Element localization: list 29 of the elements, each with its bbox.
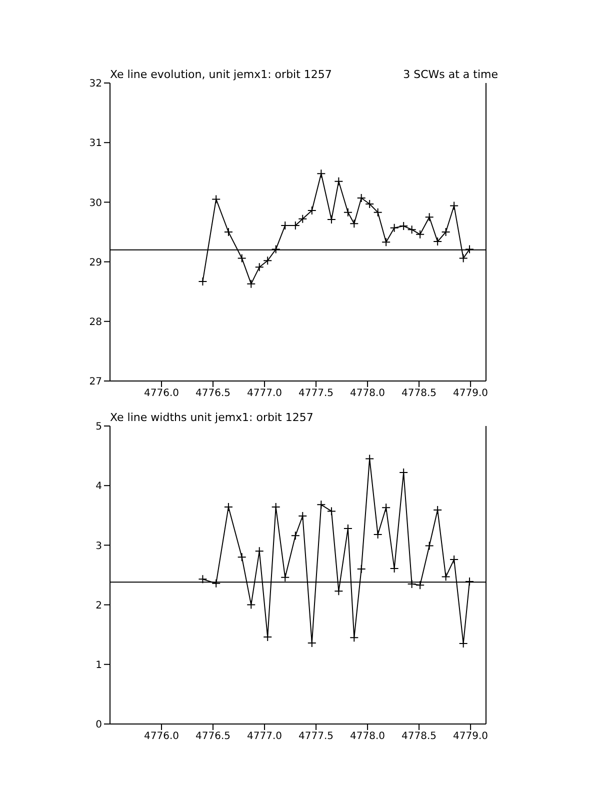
y-tick-label: 32	[89, 78, 102, 90]
y-tick-label: 5	[96, 422, 102, 433]
x-tick-label: 4777.0	[247, 731, 282, 742]
x-tick-label: 4779.0	[453, 388, 488, 400]
x-tick-label: 4776.0	[144, 388, 180, 400]
chart-title: Xe line evolution, unit jemx1: orbit 1257	[110, 68, 332, 81]
chart-title: Xe line widths unit jemx1: orbit 1257	[110, 411, 314, 424]
y-tick-label: 1	[96, 660, 102, 671]
text: 3 SCWs at a time	[403, 68, 498, 81]
x-tick-label: 4779.0	[453, 731, 488, 742]
x-tick-label: 4778.0	[350, 388, 386, 400]
x-tick-label: 4778.5	[402, 388, 437, 400]
y-tick-label: 31	[89, 138, 102, 150]
y-tick-label: 0	[96, 720, 102, 731]
x-tick-label: 4778.5	[402, 731, 437, 742]
x-tick-label: 4778.0	[350, 731, 386, 742]
y-tick-label: 29	[89, 257, 102, 268]
x-tick-label: 4777.5	[298, 388, 334, 400]
x-tick-label: 4776.5	[196, 731, 231, 742]
y-tick-label: 27	[89, 376, 102, 388]
x-tick-label: 4776.5	[196, 388, 231, 400]
x-tick-label: 4777.5	[298, 731, 334, 742]
y-tick-label: 30	[89, 198, 102, 209]
y-tick-label: 28	[89, 316, 102, 328]
y-tick-label: 3	[96, 540, 102, 552]
x-tick-label: 4776.0	[144, 731, 180, 742]
y-tick-label: 2	[96, 600, 102, 612]
x-tick-label: 4777.0	[247, 388, 282, 400]
y-tick-label: 4	[96, 481, 102, 492]
